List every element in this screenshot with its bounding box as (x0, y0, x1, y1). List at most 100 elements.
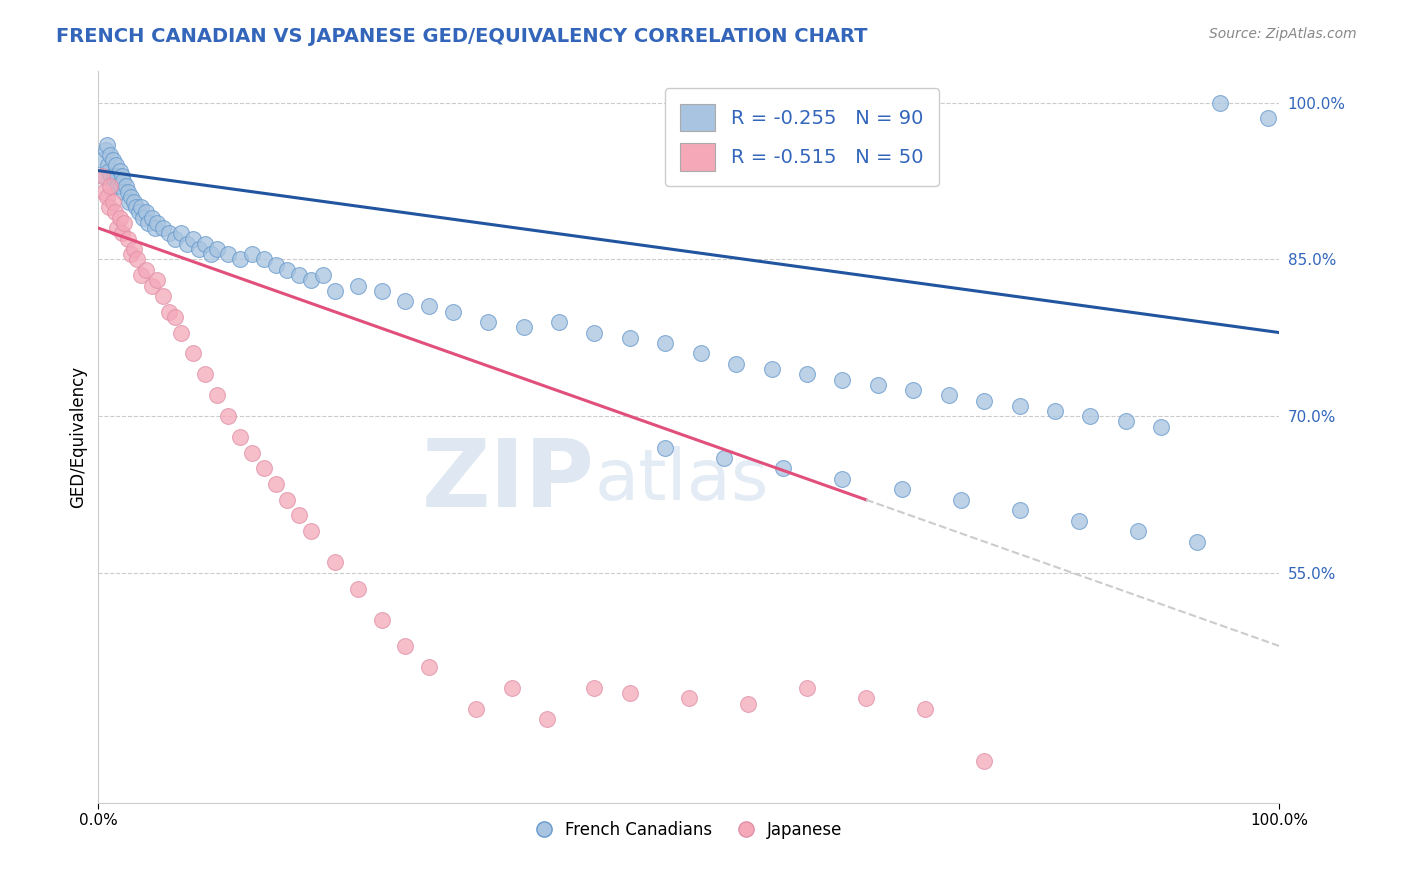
Point (187, 242, 209, 256)
Point (1115, 414, 1137, 428)
Point (108, 163, 131, 178)
Point (253, 252, 276, 267)
Point (583, 326, 606, 340)
Point (737, 697, 759, 711)
Point (1067, 514, 1090, 528)
Point (91, 169, 114, 183)
Point (914, 702, 936, 716)
Point (122, 242, 145, 256)
Point (1209, 95, 1232, 110)
Point (288, 268, 311, 282)
Point (619, 331, 641, 345)
Point (127, 252, 149, 267)
Point (157, 304, 180, 318)
Y-axis label: GED/Equivalency: GED/Equivalency (69, 366, 87, 508)
Point (93, 185, 115, 199)
Point (1185, 534, 1208, 549)
Point (761, 362, 783, 376)
Point (441, 304, 464, 318)
Point (536, 712, 558, 726)
Point (100, 169, 122, 183)
Point (107, 179, 129, 194)
Point (418, 300, 440, 314)
Point (98, 163, 121, 178)
Point (347, 278, 370, 293)
Point (1043, 404, 1066, 418)
Point (170, 326, 193, 340)
Point (501, 681, 523, 695)
Point (118, 194, 141, 209)
Point (678, 691, 700, 706)
Point (132, 211, 155, 225)
Point (1126, 524, 1149, 538)
Point (135, 263, 157, 277)
Point (141, 278, 163, 293)
Point (689, 346, 711, 360)
Point (181, 346, 204, 360)
Point (121, 190, 143, 204)
Point (347, 582, 370, 596)
Point (831, 373, 853, 387)
Point (170, 227, 193, 241)
Point (866, 377, 889, 392)
Point (772, 461, 794, 475)
Point (136, 216, 159, 230)
Point (264, 477, 287, 491)
Point (101, 194, 124, 209)
Point (101, 153, 124, 168)
Point (903, 383, 925, 397)
Point (135, 205, 157, 219)
Point (654, 336, 676, 351)
Point (205, 242, 228, 256)
Point (141, 211, 163, 225)
Point (200, 247, 222, 261)
Point (973, 754, 995, 768)
Point (371, 613, 394, 627)
Point (96, 190, 118, 204)
Point (796, 681, 818, 695)
Point (323, 284, 346, 298)
Point (125, 200, 148, 214)
Point (112, 216, 135, 230)
Text: ZIP: ZIP (422, 435, 595, 527)
Point (217, 247, 239, 261)
Point (194, 368, 217, 382)
Point (152, 289, 174, 303)
Point (103, 169, 125, 183)
Point (253, 461, 276, 475)
Point (276, 263, 298, 277)
Point (111, 227, 134, 241)
Point (654, 441, 676, 455)
Point (831, 472, 853, 486)
Point (98, 200, 121, 214)
Point (176, 236, 198, 251)
Text: atlas: atlas (595, 447, 769, 516)
Point (240, 446, 263, 460)
Point (548, 315, 571, 329)
Point (114, 179, 136, 194)
Point (143, 221, 166, 235)
Point (157, 227, 180, 241)
Point (229, 430, 252, 444)
Point (97, 158, 120, 172)
Point (98, 179, 121, 194)
Point (973, 393, 995, 408)
Point (152, 221, 174, 235)
Point (418, 660, 440, 674)
Point (110, 179, 132, 194)
Point (112, 185, 135, 199)
Point (205, 388, 228, 402)
Point (111, 169, 134, 183)
Point (94, 143, 117, 157)
Point (323, 556, 346, 570)
Point (288, 508, 311, 523)
Point (477, 315, 499, 329)
Point (217, 409, 239, 424)
Point (312, 268, 335, 282)
Point (129, 268, 152, 282)
Point (117, 231, 139, 245)
Point (1080, 409, 1102, 424)
Point (112, 174, 135, 188)
Point (465, 702, 488, 716)
Point (122, 194, 145, 209)
